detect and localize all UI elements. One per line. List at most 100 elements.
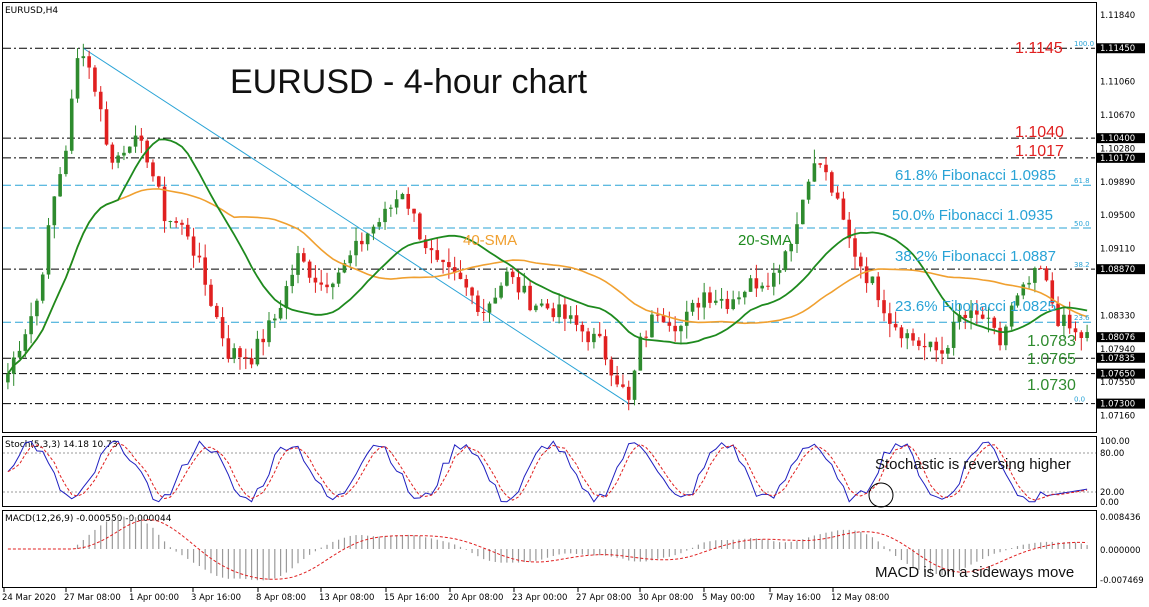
- candle-body: [348, 255, 353, 264]
- candle-body: [1015, 295, 1020, 306]
- candle-body: [777, 270, 782, 273]
- price-tick: 1.09110: [1100, 245, 1135, 255]
- candle-body: [760, 285, 764, 289]
- candle-body: [203, 257, 207, 285]
- price-panel: [2, 2, 1097, 433]
- price-tick: 1.10400: [1100, 134, 1135, 144]
- time-label: 27 Mar 08:00: [64, 593, 121, 603]
- price-tick: 1.07160: [1100, 412, 1135, 422]
- candle-body: [325, 284, 329, 288]
- candle-body: [725, 298, 730, 310]
- candle-body: [116, 155, 120, 163]
- stoch-highlight-circle: [868, 482, 894, 508]
- candle-body: [46, 225, 51, 275]
- candle-body: [156, 176, 161, 187]
- candle-body: [679, 325, 683, 332]
- horizontal-levels: [3, 47, 1095, 405]
- fib-236-label: 23.6% Fibonacci 1.0825: [895, 298, 1056, 315]
- candle-body: [313, 277, 318, 283]
- candle-body: [766, 285, 770, 287]
- time-label: 5 May 00:00: [702, 593, 755, 603]
- candle-body: [214, 305, 219, 318]
- candle-body: [888, 313, 892, 324]
- candle-body: [284, 286, 289, 308]
- level-1-0730: 1.0730: [1027, 377, 1076, 394]
- candle-body: [383, 208, 387, 223]
- level-1-0765: 1.0765: [1027, 351, 1076, 368]
- candle-body: [336, 272, 341, 284]
- fib-percent-tag: 23.6: [1074, 314, 1090, 322]
- candle-body: [6, 373, 10, 383]
- candle-body: [17, 350, 22, 358]
- candle-body: [278, 307, 283, 319]
- candle-body: [441, 259, 445, 263]
- stoch-tick-80: 80.00: [1100, 449, 1124, 459]
- candle-body: [632, 370, 637, 400]
- candle-body: [307, 261, 312, 278]
- time-label: 12 May 08:00: [831, 593, 889, 603]
- candle-body: [597, 333, 602, 337]
- candle-body: [302, 253, 306, 262]
- sma20-line: [7, 138, 1088, 375]
- candle-body: [93, 67, 97, 92]
- time-label: 20 Apr 08:00: [448, 593, 503, 603]
- stoch-tick-20: 20.00: [1100, 488, 1124, 498]
- candle-body: [296, 253, 300, 275]
- price-tick: 1.07835: [1100, 354, 1135, 364]
- price-tick: 1.07650: [1100, 370, 1135, 380]
- candle-body: [684, 311, 689, 326]
- candle-body: [1079, 332, 1084, 338]
- candle-body: [104, 109, 109, 145]
- stoch-k-line: [7, 440, 1088, 503]
- candle-body: [528, 285, 532, 311]
- stoch-tick-100: 100.00: [1100, 437, 1130, 447]
- candle-body: [516, 277, 521, 293]
- candle-body: [835, 192, 840, 199]
- candle-body: [87, 56, 91, 68]
- price-tick: 1.07550: [1100, 378, 1135, 388]
- candle-body: [197, 255, 202, 258]
- candle-body: [742, 291, 747, 298]
- candle-body: [876, 276, 881, 301]
- price-tick: 1.07300: [1100, 400, 1135, 410]
- level-1-1017: 1.1017: [1015, 143, 1064, 160]
- candle-body: [980, 314, 985, 319]
- candle-body: [400, 193, 405, 200]
- candle-body: [864, 266, 869, 284]
- candle-body: [510, 271, 515, 278]
- candle-body: [464, 279, 469, 288]
- candle-body: [481, 311, 486, 313]
- candle-body: [75, 58, 80, 99]
- fib-500-label: 50.0% Fibonacci 1.0935: [892, 207, 1053, 224]
- price-tick: 1.10670: [1100, 111, 1135, 121]
- stoch-tick-0: 0.00: [1100, 498, 1119, 508]
- candle-body: [1062, 314, 1066, 326]
- candle-body: [870, 276, 875, 284]
- price-tick-box: [1097, 152, 1145, 163]
- time-label: 1 Apr 00:00: [129, 593, 179, 603]
- candle-body: [795, 224, 799, 244]
- candle-body: [429, 248, 434, 251]
- sma40-line: [7, 188, 1088, 375]
- candle-body: [905, 333, 910, 339]
- candle-body: [110, 144, 115, 163]
- candle-body: [603, 336, 608, 360]
- macd-label: MACD(12,26,9) -0.000550 -0.000044: [5, 514, 172, 524]
- candle-body: [731, 299, 735, 310]
- price-axis: 1.11840 1.11450 1.11060 1.10670 1.104001.102…: [1097, 11, 1145, 422]
- candle-body: [1038, 268, 1043, 270]
- candle-body: [220, 317, 225, 339]
- candle-body: [818, 163, 823, 165]
- macd-tick-zero: 0.000000: [1100, 546, 1141, 556]
- candle-body: [737, 297, 741, 300]
- candle-body: [609, 359, 614, 376]
- candle-body: [133, 135, 138, 147]
- candle-body: [174, 221, 178, 223]
- candle-body: [592, 333, 596, 343]
- price-tick: 1.08076: [1100, 333, 1135, 343]
- candle-body: [81, 56, 86, 59]
- macd-panel: [2, 510, 1097, 588]
- time-label: 27 Apr 08:00: [576, 593, 631, 603]
- candle-body: [423, 239, 428, 249]
